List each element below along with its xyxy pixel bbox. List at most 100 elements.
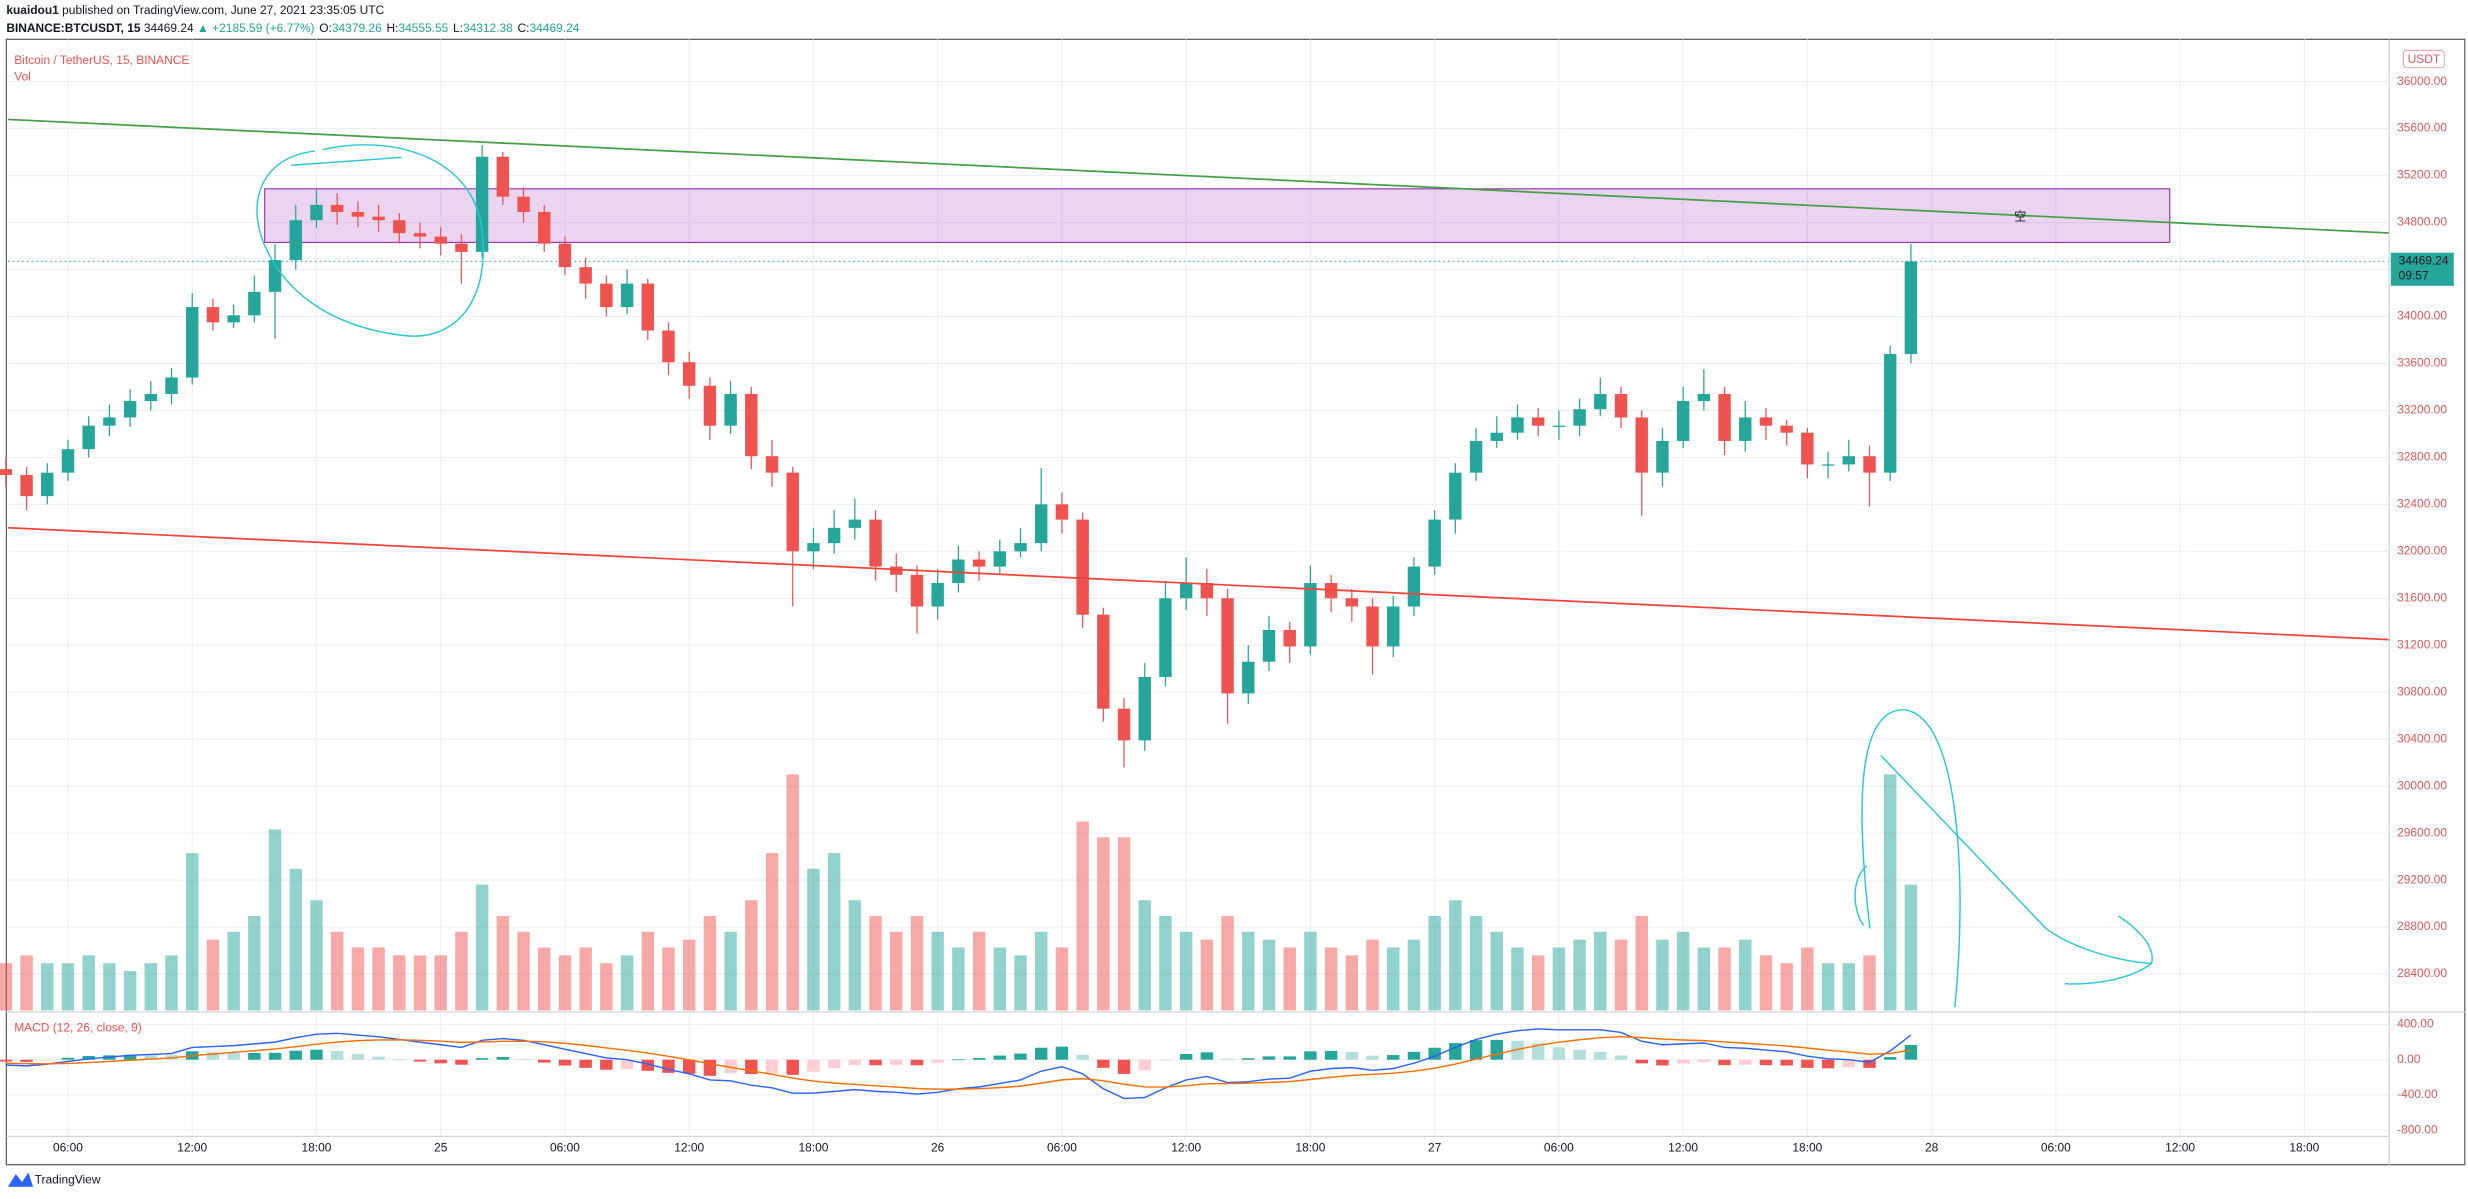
published: published on TradingView.com, June 27, 2… [62,3,384,17]
candle-body [1200,583,1214,599]
trendline [7,118,2390,234]
volume-bar [496,916,510,1011]
volume-bar [1262,939,1276,1011]
candle-body [579,267,592,284]
volume-bar [434,955,447,1011]
freehand-drawing [256,144,2153,1008]
candle-body [475,156,489,252]
ohlc-value: 34469.24 [530,21,580,35]
candle-body [103,417,116,426]
zone-box [264,188,2171,243]
candle-body [1035,504,1048,544]
candle-body [1179,583,1193,599]
candle-body [620,283,634,308]
histogram-bar [1842,1059,1856,1068]
candle-body [82,425,95,450]
histogram-bar [1428,1047,1441,1060]
histogram-bar [579,1059,592,1068]
freehand-circle [256,144,484,337]
histogram-bar [1531,1043,1545,1060]
histogram-bar [1221,1058,1234,1060]
volume-bar [413,955,427,1011]
volume-bar [558,955,572,1011]
y-tick-label: 31600.00 [2397,590,2447,604]
volume-bar [20,955,33,1011]
y-tick-label: 32400.00 [2397,497,2447,511]
volume-bar [1304,931,1317,1011]
candle-body [1097,614,1110,709]
candle-body [538,211,551,244]
candle-body [1511,417,1524,433]
volume-bar [1511,947,1524,1011]
volume-bar [1863,955,1876,1011]
x-tick-label: 18:00 [798,1140,828,1154]
candle-body [848,519,862,528]
candle-body [517,196,530,212]
histogram-bar [496,1056,510,1060]
candle-body [393,220,406,234]
volume-bar [1387,947,1400,1011]
candle-body [1262,629,1276,662]
histogram-bar [1552,1047,1566,1060]
candle-body [1739,417,1752,441]
histogram-bar [972,1058,986,1060]
candle-body [1159,598,1172,677]
candle-body [993,551,1007,567]
histogram-bar [1821,1059,1835,1069]
candle-body [1697,393,1711,402]
candle-body [910,574,924,607]
volume-bar [1138,900,1151,1011]
histogram-bar [206,1052,220,1060]
x-tick-label: 12:00 [1668,1140,1698,1154]
histogram-bar [310,1049,323,1060]
candle-body [703,385,717,426]
volume-bar [890,931,903,1011]
histogram-bar [620,1059,634,1070]
volume-bar [972,931,986,1011]
macd-layer [0,1028,1918,1100]
volume-bar [82,955,95,1011]
volume-bar [455,931,468,1011]
volume-bar [724,931,737,1011]
x-tick-label: 12:00 [674,1140,704,1154]
y-tick-label: 34000.00 [2397,309,2447,323]
y-tick-label: 32000.00 [2397,543,2447,557]
histogram-bar [1780,1059,1793,1066]
candle-body [1407,566,1421,607]
volume-bar [1821,963,1835,1011]
candle-body [434,236,447,244]
histogram-bar [1469,1040,1483,1060]
candle-body [558,243,572,268]
signal-line [5,1035,1912,1090]
volume-bar [144,963,158,1011]
volume-bar [807,868,820,1011]
volume-bar [786,774,799,1011]
histogram-bar [455,1059,468,1065]
candle-body [351,211,365,217]
volume-bar [869,916,882,1011]
candle-body [413,233,427,237]
currency-box [2402,49,2445,69]
volume-bar [620,955,634,1011]
volume-layer [0,774,1918,1011]
ohlc-label: L: [453,21,463,35]
candle-body [248,291,261,316]
histogram-bar [1014,1053,1027,1060]
y-tick-label: 28400.00 [2397,966,2447,980]
histogram-bar [1449,1043,1462,1060]
logo-icon [7,1172,34,1187]
candle-body [1428,519,1441,567]
candle-body [144,393,158,402]
candle-body [20,474,33,497]
volume-bar [579,947,592,1011]
candle-body [600,283,613,308]
volume-bar [641,931,654,1011]
histogram-bar [1490,1039,1503,1060]
candle-body [1531,417,1545,426]
histogram-bar [1697,1059,1711,1063]
y-tick-label: 35600.00 [2397,121,2447,135]
header-line: kuaidou1 published on TradingView.com, J… [6,3,384,17]
x-tick-label: 26 [931,1140,945,1154]
candle-body [1345,598,1359,607]
